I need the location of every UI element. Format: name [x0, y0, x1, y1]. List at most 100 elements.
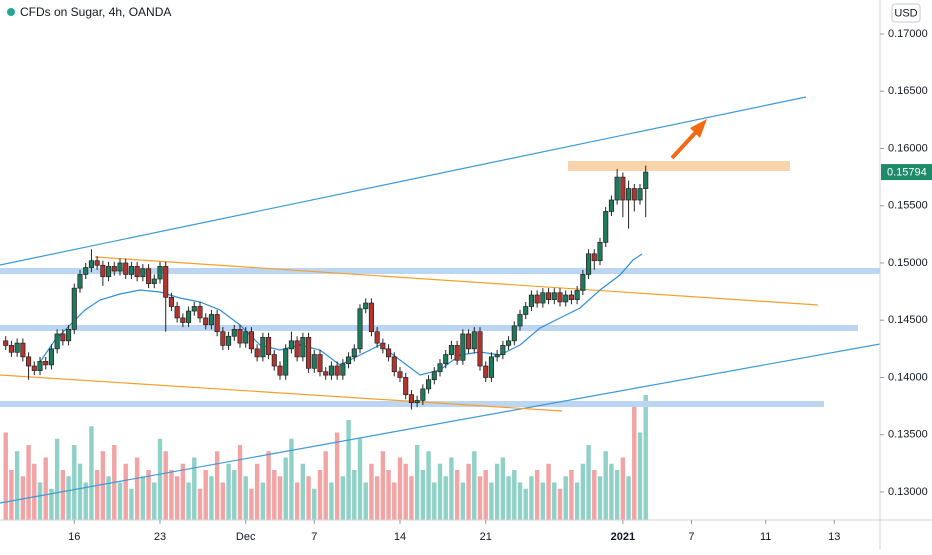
volume-bar: [426, 451, 431, 520]
support-zone: [0, 268, 880, 274]
candle-body: [448, 345, 454, 355]
candle-body: [277, 365, 283, 376]
volume-bar: [174, 476, 180, 520]
volume-bar: [117, 482, 123, 520]
volume-bar: [237, 445, 243, 520]
candle-body: [300, 337, 306, 358]
support-zone: [0, 325, 858, 331]
trend-line: [94, 256, 819, 306]
candle-body: [506, 340, 512, 346]
volume-bar: [420, 470, 426, 520]
candle-body: [191, 306, 197, 312]
volume-bar: [340, 476, 346, 520]
volume-bar: [123, 463, 128, 520]
candle-body: [454, 345, 460, 361]
volume-bar: [614, 470, 620, 520]
candle-body: [346, 356, 352, 365]
candle-body: [128, 266, 134, 275]
volume-bar: [603, 451, 608, 520]
candle-body: [180, 317, 186, 323]
candle-body: [334, 365, 340, 376]
volume-bar: [317, 470, 323, 520]
volume-bar: [620, 457, 626, 520]
candle-body: [586, 253, 592, 275]
volume-bar: [146, 470, 151, 520]
candle-body: [323, 371, 329, 376]
volume-bar: [529, 476, 534, 520]
volume-bar: [232, 470, 237, 520]
volume-bar: [626, 476, 631, 520]
currency-label: USD: [894, 7, 917, 19]
volume-bar: [214, 451, 220, 520]
candle-body: [54, 333, 60, 350]
volume-bar: [83, 482, 88, 520]
volume-bar: [403, 463, 408, 520]
candle-body: [488, 356, 494, 378]
last-price-label: 0.15794: [887, 166, 927, 178]
candle-body: [408, 394, 414, 404]
candle-body: [163, 266, 169, 298]
y-tick-label: 0.14500: [888, 314, 928, 326]
axes: 0.13000 0.13500 0.14000 0.14500 0.15000 0.155…: [68, 28, 932, 543]
volume-bar: [77, 463, 83, 520]
candle-body: [77, 274, 83, 289]
candles: [3, 165, 649, 410]
candle-body: [231, 329, 237, 337]
volume-bar: [140, 476, 146, 520]
volume-bar: [14, 451, 20, 520]
candle-body: [140, 268, 146, 278]
candle-body: [134, 266, 140, 278]
candle-body: [317, 354, 323, 373]
candle-body: [123, 262, 129, 275]
candle-body: [471, 331, 477, 350]
candle-body: [88, 260, 94, 268]
volume-bar: [334, 432, 340, 520]
x-tick-label: 13: [828, 531, 840, 543]
channel-line: [0, 343, 881, 504]
y-tick-label: 0.15500: [888, 200, 928, 212]
candle-body: [614, 176, 620, 201]
candle-body: [466, 333, 472, 350]
volume-bar: [300, 463, 306, 520]
volume-bar: [643, 395, 648, 520]
volume-bar: [60, 470, 66, 520]
y-tick-label: 0.13500: [888, 429, 928, 441]
candle-body: [328, 365, 334, 376]
candle-body: [357, 308, 363, 350]
volume-bar: [414, 445, 420, 520]
x-tick-label: 11: [760, 531, 771, 543]
candle-body: [403, 377, 409, 395]
candle-body: [540, 292, 546, 304]
candle-body: [546, 292, 552, 300]
volume-bar: [534, 470, 540, 520]
support-zone: [0, 401, 824, 407]
candle-body: [597, 242, 603, 262]
volume-bar: [352, 470, 357, 520]
currency-button[interactable]: [891, 3, 921, 23]
candle-body: [483, 365, 489, 378]
volume-bar: [557, 488, 563, 520]
volume-bar: [100, 451, 106, 520]
x-tick-label: 7: [688, 531, 694, 543]
volume-bar: [243, 476, 248, 520]
volume-bar: [472, 451, 477, 520]
candle-body: [380, 342, 386, 350]
volume-bar: [552, 482, 557, 520]
last-price-tag: [881, 164, 932, 181]
y-tick-label: 0.14000: [888, 371, 928, 383]
candle-body: [43, 361, 49, 366]
volume-bar: [374, 476, 380, 520]
volume-bar: [637, 432, 643, 520]
volume-bar: [489, 482, 494, 520]
volume-bar: [283, 457, 288, 520]
candle-body: [237, 329, 243, 344]
volume-bar: [494, 463, 500, 520]
candle-body: [620, 176, 626, 201]
target-zone: [568, 161, 790, 171]
volume-bar: [454, 470, 460, 520]
candle-body: [106, 266, 112, 278]
candle-body: [203, 317, 209, 326]
candle-body: [186, 310, 192, 323]
volume-bar: [432, 482, 437, 520]
candle-body: [248, 331, 254, 350]
